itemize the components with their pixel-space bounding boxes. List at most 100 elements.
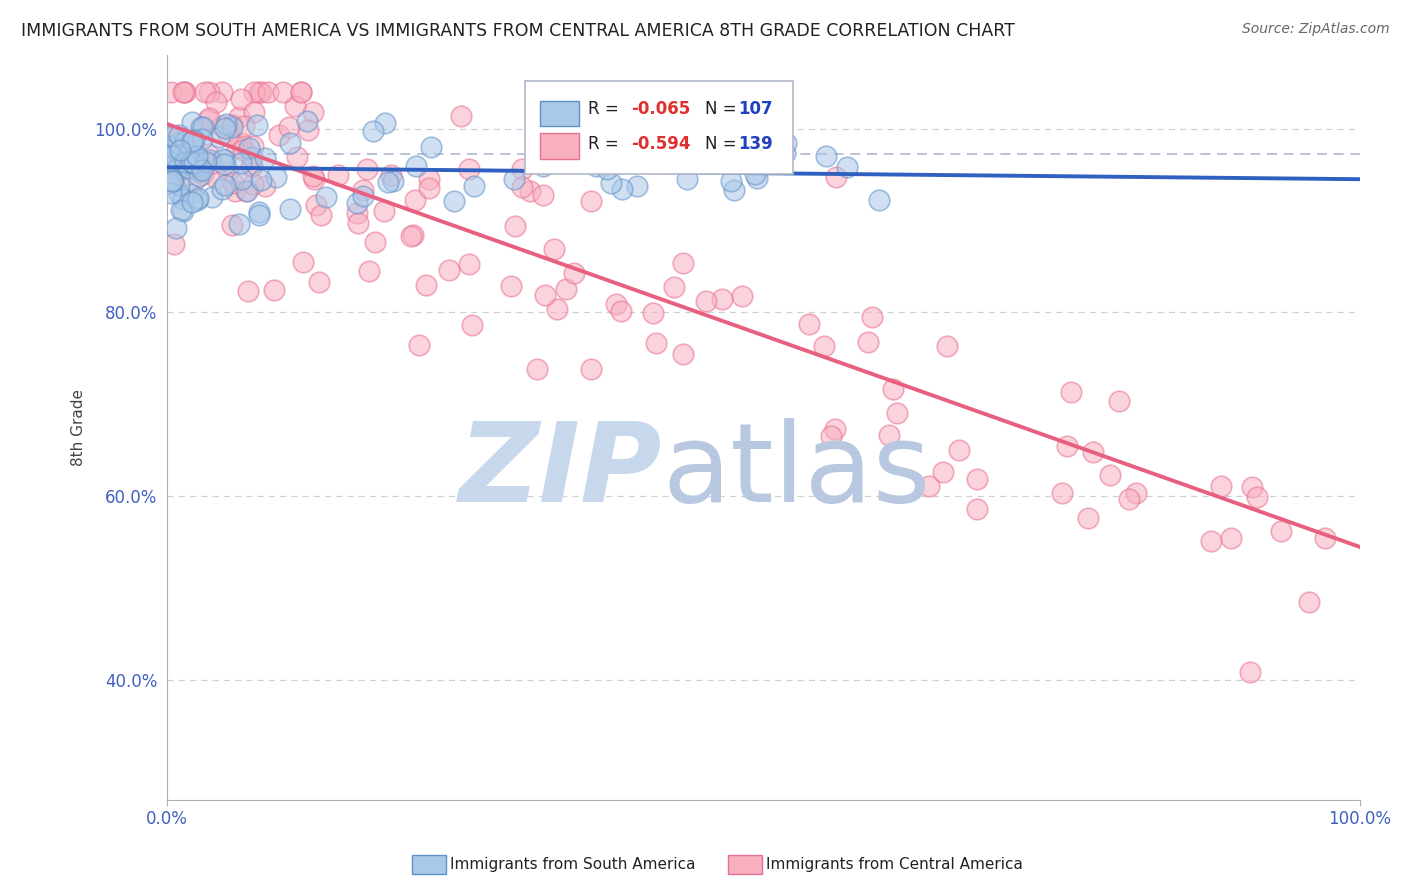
Point [160, 186, 183, 201]
Point [166, 161, 188, 175]
Point [186, 158, 208, 172]
Point [166, 153, 188, 168]
Point [1050, 485, 1073, 500]
Point [167, 136, 190, 150]
Point [250, 85, 273, 99]
Point [531, 188, 554, 202]
Point [232, 143, 254, 157]
Point [672, 347, 695, 361]
Point [181, 115, 204, 129]
Point [775, 136, 797, 150]
Point [173, 85, 195, 99]
Point [720, 174, 742, 188]
Point [731, 289, 754, 303]
Point [599, 176, 621, 190]
Point [159, 85, 181, 99]
Point [183, 174, 205, 188]
Point [948, 442, 970, 457]
Point [186, 154, 208, 169]
Point [966, 501, 988, 516]
Point [167, 178, 190, 193]
Point [710, 292, 733, 306]
Point [1270, 524, 1292, 538]
Point [512, 161, 534, 176]
Point [1108, 393, 1130, 408]
Point [208, 130, 231, 145]
Point [221, 218, 243, 232]
Point [297, 123, 319, 137]
Point [179, 146, 201, 161]
Point [278, 202, 301, 216]
Point [247, 204, 270, 219]
Point [610, 304, 633, 318]
Point [745, 171, 768, 186]
Point [236, 285, 259, 299]
Point [214, 153, 236, 167]
Point [229, 92, 252, 106]
Point [162, 174, 184, 188]
Point [1240, 480, 1263, 494]
Text: Immigrants from South America: Immigrants from South America [450, 857, 696, 871]
Point [212, 153, 235, 167]
Point [214, 120, 236, 135]
Point [173, 192, 195, 206]
Point [194, 85, 217, 99]
Point [200, 153, 222, 167]
Point [250, 173, 273, 187]
Point [224, 184, 246, 198]
Point [174, 155, 197, 169]
Point [723, 182, 745, 196]
Point [856, 335, 879, 350]
Point [311, 208, 333, 222]
Point [862, 310, 884, 324]
Point [404, 193, 426, 207]
Point [217, 164, 239, 178]
Text: 107: 107 [738, 101, 773, 119]
Point [326, 168, 349, 182]
Point [605, 297, 627, 311]
Point [868, 193, 890, 207]
Point [162, 174, 184, 188]
Point [402, 228, 425, 243]
Point [443, 194, 465, 209]
Point [505, 219, 527, 234]
Point [190, 120, 212, 134]
Text: R =: R = [588, 136, 624, 153]
Point [1239, 665, 1261, 679]
Point [198, 112, 221, 126]
Point [236, 185, 259, 199]
Point [263, 283, 285, 297]
Point [346, 206, 368, 220]
Point [641, 306, 664, 320]
Point [835, 161, 858, 175]
Point [242, 85, 264, 99]
Point [166, 162, 188, 177]
Text: Source: ZipAtlas.com: Source: ZipAtlas.com [1241, 22, 1389, 37]
Point [501, 279, 523, 293]
Point [184, 149, 207, 163]
Point [162, 128, 184, 143]
Point [815, 149, 838, 163]
Point [533, 287, 555, 301]
Point [825, 169, 848, 184]
Point [160, 172, 183, 186]
Point [562, 267, 585, 281]
Point [181, 133, 204, 147]
Point [211, 119, 233, 133]
Point [382, 174, 405, 188]
Text: atlas: atlas [662, 418, 931, 525]
Point [373, 203, 395, 218]
Point [546, 301, 568, 316]
Point [688, 136, 710, 151]
Point [211, 85, 233, 99]
Point [257, 86, 280, 100]
Point [305, 198, 328, 212]
Point [697, 142, 720, 156]
Text: N =: N = [704, 136, 742, 153]
Point [264, 170, 287, 185]
Point [1199, 533, 1222, 548]
Point [173, 85, 195, 99]
Point [246, 119, 269, 133]
Text: -0.065: -0.065 [631, 101, 690, 119]
Point [418, 181, 440, 195]
